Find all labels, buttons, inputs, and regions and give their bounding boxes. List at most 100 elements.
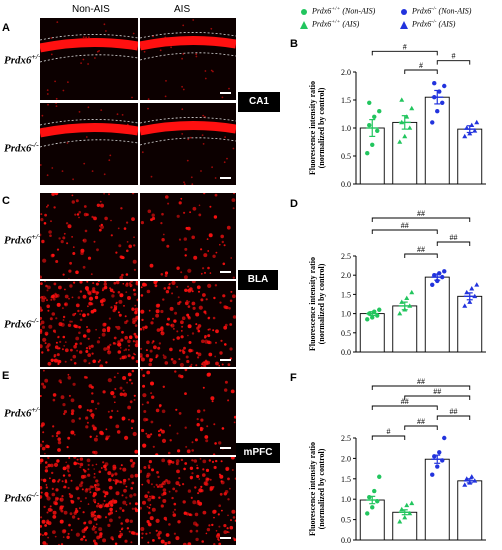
data-point [435, 109, 440, 114]
micrograph-image-icon [140, 19, 236, 100]
significance-bracket [404, 69, 438, 74]
significance-bracket [371, 435, 406, 440]
data-point [370, 505, 375, 510]
micrograph-bla-non-ais [40, 281, 138, 367]
data-point [404, 502, 410, 508]
bar [457, 480, 483, 541]
bar [392, 121, 418, 185]
significance-label: ## [401, 397, 409, 406]
bar [359, 313, 385, 353]
y-tick-label: 2.0 [341, 454, 351, 463]
significance-bracket [404, 425, 438, 430]
circle-marker-icon [401, 9, 407, 15]
significance-bracket [436, 241, 471, 246]
significance-bracket [404, 395, 471, 400]
chart-b: Fluorescence intensity ratio(normalized … [308, 42, 486, 189]
data-point [467, 299, 473, 304]
data-point [367, 123, 372, 128]
bar [359, 127, 385, 185]
y-tick-label: 1.5 [341, 290, 351, 299]
micrograph-image-icon [140, 193, 236, 279]
panel-label-c: C [2, 195, 10, 207]
micrograph-image-icon [141, 369, 236, 455]
data-point [375, 128, 380, 133]
data-point [430, 282, 435, 287]
y-tick-label: 2.5 [341, 434, 351, 443]
y-tick-label: 2.0 [341, 68, 351, 77]
y-tick-label: 1.0 [341, 310, 351, 319]
data-point [399, 506, 405, 512]
significance-label: # [387, 427, 391, 436]
bar [424, 276, 450, 353]
region-label-mpfc: mPFC [236, 443, 280, 463]
region-label-bla: BLA [238, 270, 278, 290]
data-point [462, 133, 468, 139]
bar [392, 305, 418, 353]
data-point [437, 450, 442, 455]
data-point [404, 114, 410, 119]
micrograph-image-icon [40, 193, 137, 279]
y-tick-label: 0.5 [341, 329, 351, 338]
significance-bracket [404, 253, 438, 258]
data-point [442, 435, 447, 441]
significance-label: ## [417, 209, 425, 218]
column-header-ais: AIS [174, 4, 191, 15]
micrograph-mpfc-ais [140, 457, 236, 545]
data-point [474, 119, 480, 125]
significance-label: ## [450, 407, 458, 416]
micrograph-image-icon [40, 281, 138, 367]
significance-label: ## [417, 245, 425, 254]
panel-label-a: A [2, 22, 10, 34]
panel-label-f: F [290, 372, 297, 384]
panel-label-b: B [290, 38, 298, 50]
micrograph-ca1-non-ais [40, 103, 138, 185]
chart-f: Fluorescence intensity ratio(normalized … [308, 377, 486, 545]
scale-bar-icon [220, 92, 231, 94]
significance-label: ## [433, 387, 441, 396]
micrograph-mpfc-non-ais [40, 457, 138, 545]
row-label-wt-e: Prdx6+/+ [4, 405, 43, 420]
data-point [467, 131, 473, 136]
data-point [430, 472, 435, 477]
bar [457, 295, 483, 353]
panel-label-e: E [2, 370, 10, 382]
triangle-marker-icon [400, 21, 408, 29]
scale-bar-icon [220, 537, 231, 539]
data-point [375, 313, 380, 318]
significance-label: ## [417, 377, 425, 386]
y-tick-label: 1.0 [341, 124, 351, 133]
circle-marker-icon [301, 9, 307, 15]
significance-label: # [452, 52, 456, 61]
y-tick-label: 0.5 [341, 152, 351, 161]
data-point [367, 100, 372, 105]
data-point [442, 83, 447, 89]
row-label-ko-a: Prdx6-/- [4, 140, 39, 155]
micrograph-image-icon [40, 369, 138, 455]
data-point [402, 514, 408, 520]
y-axis-title: Fluorescence intensity ratio(normalized … [308, 81, 326, 175]
data-point [469, 474, 475, 479]
y-tick-label: 0.5 [341, 516, 351, 525]
significance-label: # [403, 42, 407, 51]
y-tick-label: 1.0 [341, 495, 351, 504]
y-tick-label: 2.0 [341, 271, 351, 280]
data-point [397, 519, 403, 524]
data-point [367, 494, 372, 500]
scale-bar-icon [220, 359, 231, 361]
data-point [409, 500, 415, 506]
panel-label-d: D [290, 198, 298, 210]
data-point [370, 142, 375, 147]
row-label-wt-c: Prdx6+/+ [4, 232, 43, 247]
significance-label: ## [417, 417, 425, 426]
micrograph-ca1-ais [140, 103, 236, 185]
data-point [397, 311, 403, 316]
data-point [402, 133, 408, 139]
data-point [372, 114, 377, 120]
data-point [399, 97, 405, 102]
data-point [372, 488, 377, 494]
y-tick-label: 0.0 [341, 180, 351, 189]
data-point [397, 139, 403, 144]
significance-bracket [436, 415, 471, 420]
data-point [440, 100, 445, 105]
data-point [464, 289, 470, 295]
